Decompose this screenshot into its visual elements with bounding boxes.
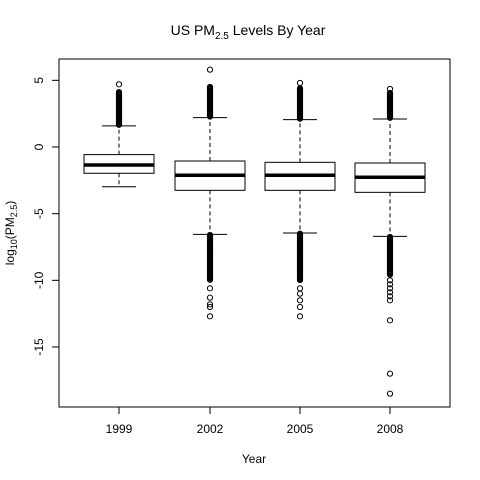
outlier-point	[386, 277, 394, 284]
outlier-point	[115, 121, 123, 128]
outlier-point	[206, 276, 214, 283]
chart-title-base: US PM	[171, 22, 215, 38]
outlier-point	[296, 285, 304, 292]
box-2008	[354, 85, 426, 397]
y-axis-label: log10(PM2.5)	[3, 201, 19, 266]
outlier-point	[206, 301, 214, 308]
y-tick-label: 0	[32, 143, 46, 150]
outlier-point	[206, 66, 214, 73]
chart-title-subscript: 2.5	[215, 31, 229, 42]
outlier-point	[386, 289, 394, 296]
outlier-point	[206, 303, 214, 311]
x-axis-label: Year	[242, 452, 266, 466]
box-1999	[83, 81, 155, 188]
outlier-point	[386, 317, 394, 324]
chart-title: US PM2.5 Levels By Year	[171, 22, 326, 42]
outlier-point	[296, 290, 304, 297]
outlier-point	[206, 294, 214, 301]
outlier-point	[386, 114, 394, 121]
box-2002	[174, 66, 246, 320]
y-tick-label: -5	[32, 208, 46, 219]
outlier-point	[206, 113, 214, 120]
outlier-point	[296, 276, 304, 284]
y-axis-label-sub1: 10	[9, 239, 19, 249]
outlier-point	[386, 85, 394, 93]
outlier-point	[206, 313, 214, 320]
chart-title-suffix: Levels By Year	[229, 22, 326, 38]
outlier-point	[296, 79, 304, 87]
outlier-point	[296, 313, 304, 320]
x-tick-label: 2002	[197, 422, 224, 436]
boxes	[83, 66, 426, 397]
y-axis-label-sub2: 2.5	[9, 205, 19, 218]
y-axis: 5 0 -5 -10 -15	[32, 77, 60, 356]
outlier-point	[386, 390, 394, 397]
outlier-point	[296, 115, 304, 122]
outlier-point	[386, 281, 394, 288]
outlier-point	[115, 81, 123, 88]
outlier-point	[206, 285, 214, 292]
y-tick-label: -10	[32, 271, 46, 289]
outlier-point	[386, 370, 394, 377]
x-tick-label: 2008	[377, 422, 404, 436]
outlier-point	[386, 285, 394, 292]
outlier-point	[296, 297, 304, 304]
outlier-point	[296, 303, 304, 311]
outlier-point	[386, 297, 394, 304]
y-axis-label-end: )	[3, 201, 17, 205]
y-axis-label-mid: (PM	[3, 217, 17, 239]
outlier-point	[386, 293, 394, 300]
y-axis-label-base: log	[3, 249, 17, 265]
y-tick-label: 5	[32, 77, 46, 84]
y-tick-label: -15	[32, 338, 46, 356]
outlier-point	[386, 271, 394, 278]
box-2005	[264, 79, 336, 320]
x-tick-label: 2005	[287, 422, 314, 436]
x-axis: 1999 2002 2005 2008	[106, 406, 404, 436]
x-tick-label: 1999	[106, 422, 133, 436]
